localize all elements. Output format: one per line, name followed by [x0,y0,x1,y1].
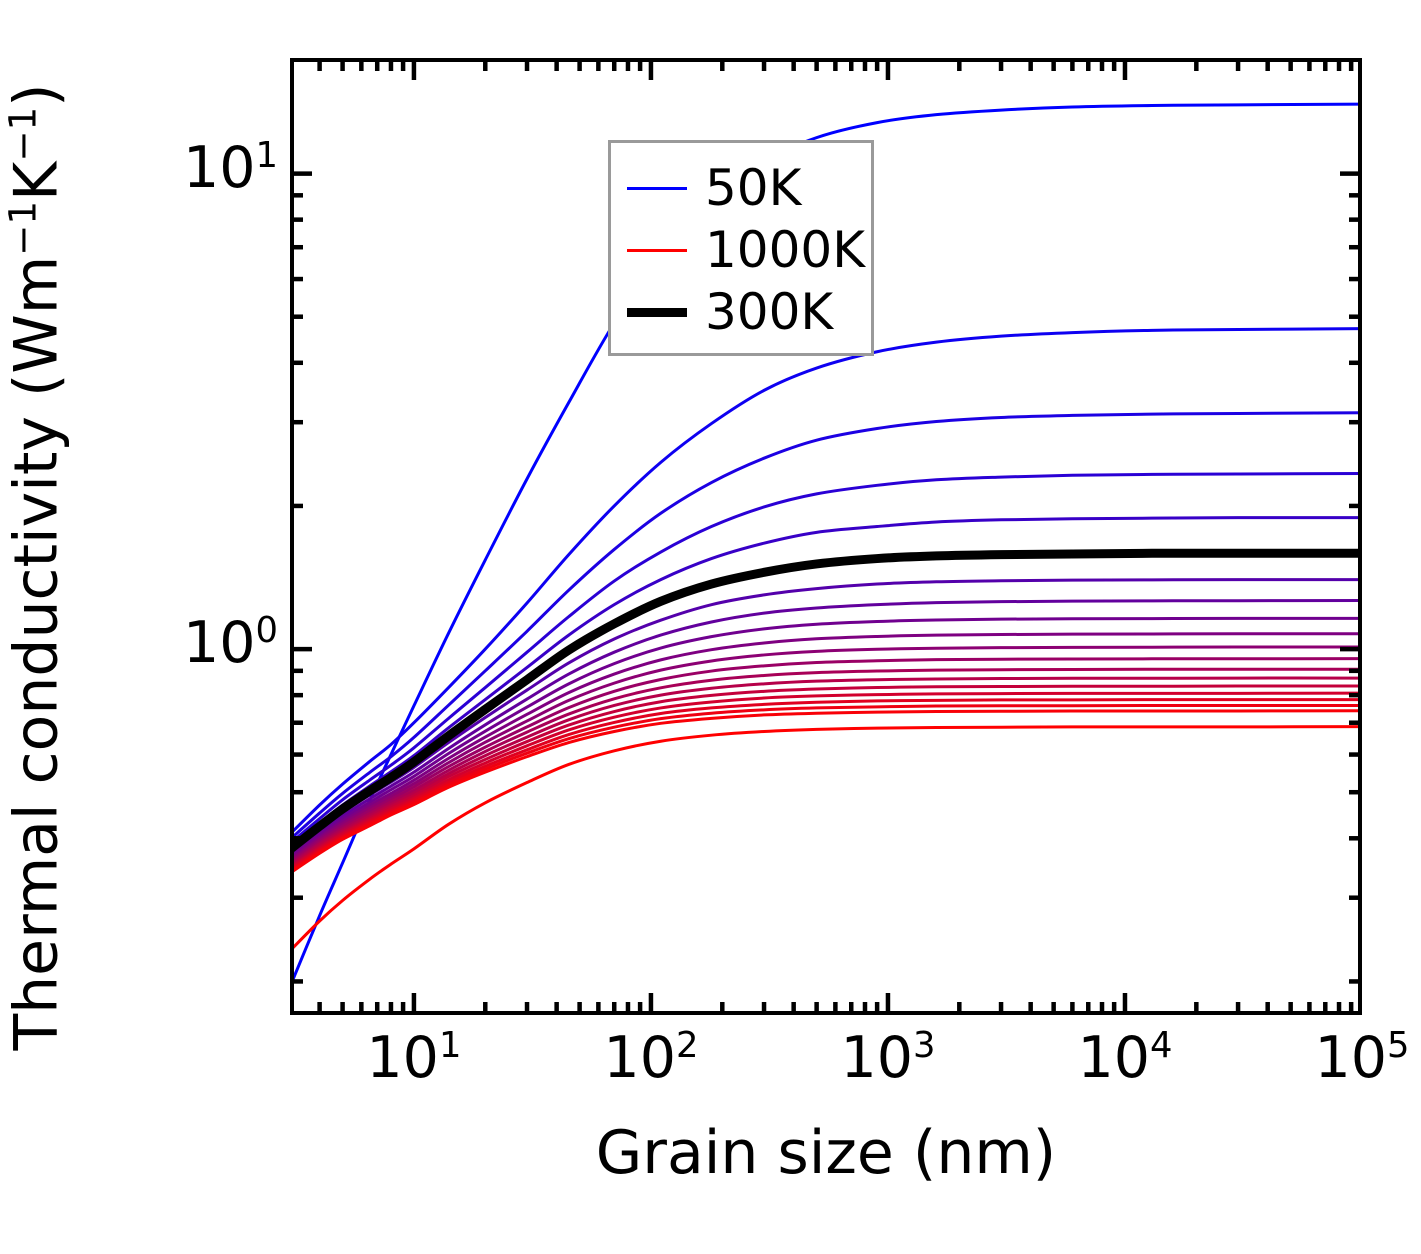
legend-line-swatch [627,186,687,190]
x-tick-mantissa: 10 [603,1025,676,1091]
x-tick-label: 104 [1077,1028,1172,1087]
curve-450k [290,616,1362,859]
legend-entry-50k: 50K [611,157,871,219]
curve-900k [290,703,1362,874]
y-tick-mantissa: 10 [182,610,256,677]
curve-700k [290,676,1362,868]
legend-line-swatch [627,307,687,317]
chart-legend: 50K 1000K 300K [608,140,874,356]
y-tick-label: 101 [183,134,278,197]
x-tick-exponent: 4 [1149,1025,1173,1066]
curve-750k [290,684,1362,870]
legend-entry-300k: 300K [611,281,871,343]
x-tick-label: 101 [366,1028,461,1087]
curve-650k [290,667,1362,866]
curve-850k [290,698,1362,873]
curves-layer [290,102,1362,989]
x-tick-label: 103 [840,1028,935,1087]
y-tick-label: 100 [183,613,278,672]
x-tick-exponent: 5 [1387,1025,1410,1066]
x-tick-label: 105 [1314,1028,1409,1087]
curve-500k [290,632,1362,861]
x-tick-mantissa: 10 [1314,1025,1388,1091]
curve-950k [290,709,1362,875]
curve-800k [290,691,1362,871]
y-tick-exponent: 0 [255,610,278,652]
curve-300k [290,548,1362,854]
curve-150k [290,411,1362,841]
x-axis-title: Grain size (nm) [595,1118,1057,1188]
curve-1000k [290,725,1362,953]
legend-entry-1000k: 1000K [611,219,871,281]
legend-label: 300K [705,283,834,341]
x-tick-mantissa: 10 [1077,1025,1150,1091]
x-tick-exponent: 1 [438,1025,462,1066]
x-tick-label: 102 [603,1028,698,1087]
x-tick-exponent: 2 [675,1025,699,1066]
y-axis-tick-labels: 100 101 [0,0,278,1254]
axes-frame [290,58,1362,1015]
curve-250k [290,516,1362,849]
x-tick-exponent: 3 [912,1025,936,1066]
legend-line-swatch [627,248,687,252]
legend-label: 1000K [705,221,866,279]
x-tick-mantissa: 10 [366,1025,439,1091]
curve-100k [290,327,1362,836]
y-tick-mantissa: 10 [182,134,256,201]
plot-area: 50K 1000K 300K [290,58,1362,1015]
x-tick-mantissa: 10 [840,1025,913,1091]
legend-label: 50K [705,159,802,217]
curve-550k [290,645,1362,863]
curve-400k [290,599,1362,856]
x-axis-tick-labels: 101 102 103 104 105 [0,1028,1421,1118]
y-tick-exponent: 1 [255,134,278,176]
curve-200k [290,472,1362,846]
curve-600k [290,657,1362,864]
